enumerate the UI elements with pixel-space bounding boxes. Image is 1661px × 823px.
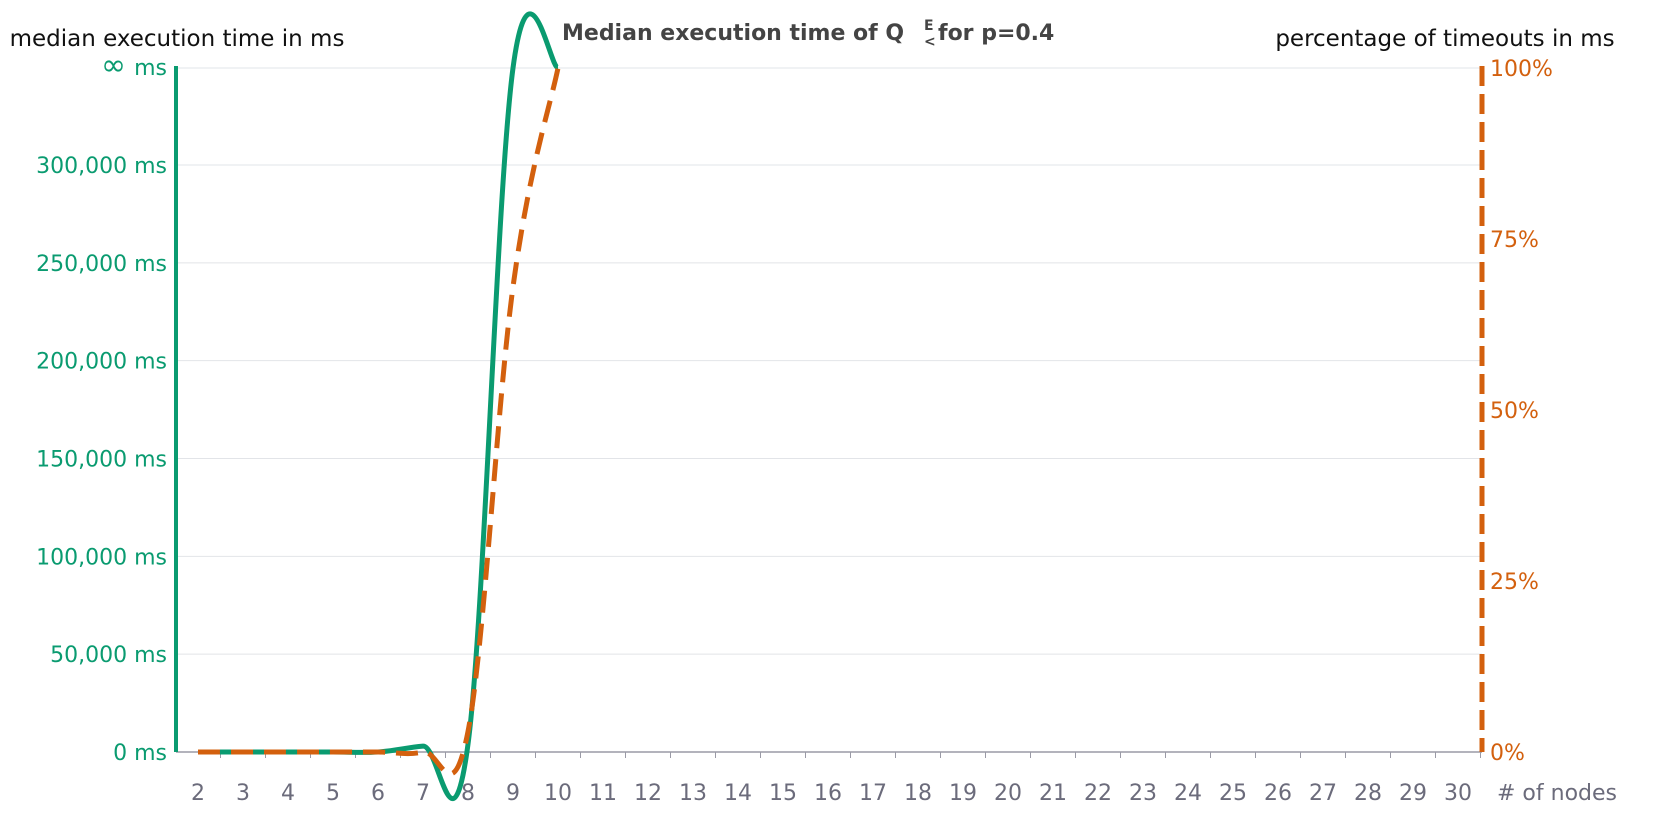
chart-title-superscript: E [924,18,934,34]
median-time-series-line [198,11,561,802]
x-tick-label: 10 [544,781,572,806]
x-tick-label: 30 [1444,781,1472,806]
x-axis: 2 3 4 5 6 7 8 9 10 11 12 13 14 15 16 17 18 19 20 21 22 23 24 25… [176,751,1482,806]
x-tick-label: 6 [371,781,385,806]
y-left-tick-label: 0 ms [113,741,167,766]
gridlines [176,67,1482,753]
chart-title-text: Median execution time of Q [562,21,904,46]
y-left-tick-label: 250,000 ms [36,252,167,277]
x-tick-label: 27 [1309,781,1337,806]
x-tick-label: 18 [904,781,932,806]
x-tick-label: 29 [1399,781,1427,806]
x-tick-label: 20 [994,781,1022,806]
x-axis-title: # of nodes [1497,781,1617,806]
y-right-tick-label: 0% [1490,741,1525,766]
x-tick-label: 14 [724,781,752,806]
y-right-tick-label: 100% [1490,57,1553,82]
x-tick-label: 8 [461,781,475,806]
x-tick-label: 13 [679,781,707,806]
x-tick-label: 11 [589,781,617,806]
y-right-tick-label: 50% [1490,399,1539,424]
x-tick-label: 25 [1219,781,1247,806]
y-right-tick-labels: 0% 25% 50% 75% 100% [1490,57,1553,766]
series-layer [197,11,561,802]
x-tick-label: 12 [634,781,662,806]
y-left-tick-labels: 0 ms 50,000 ms 100,000 ms 150,000 ms 200,000… [36,154,167,766]
chart-title: Median execution time of Q [562,21,904,46]
x-tick-label: 16 [814,781,842,806]
y-left-axis-title: median execution time in ms [10,26,345,52]
y-right-axis-title: percentage of timeouts in ms [1275,26,1614,52]
y-right-tick-label: 75% [1490,228,1539,253]
y-left-tick-label: 300,000 ms [36,154,167,179]
chart-title-subscript: < [924,34,936,50]
y-left-tick-label: 200,000 ms [36,350,167,375]
x-tick-label: 22 [1084,781,1112,806]
timeout-percentage-series-line [198,67,561,777]
x-tick-label: 28 [1354,781,1382,806]
y-right-tick-label: 25% [1490,570,1539,595]
y-left-tick-label: 150,000 ms [36,448,167,473]
x-tick-label: 5 [326,781,340,806]
x-tick-label: 26 [1264,781,1292,806]
x-tick-label: 9 [506,781,520,806]
chart-title-suffix: for p=0.4 [938,21,1054,46]
y-left-tick-infinity: ∞ ms [101,48,167,83]
x-tick-label: 21 [1039,781,1067,806]
x-tick-label: 4 [281,781,295,806]
x-tick-label: 15 [769,781,797,806]
y-left-tick-label: 100,000 ms [36,545,167,570]
x-tick-label: 7 [416,781,430,806]
x-tick-label: 2 [191,781,205,806]
x-tick-label: 17 [859,781,887,806]
x-tick-label: 23 [1129,781,1157,806]
x-tick-label: 19 [949,781,977,806]
x-tick-label: 24 [1174,781,1202,806]
x-tick-label: 3 [236,781,250,806]
y-left-tick-label: 50,000 ms [50,643,167,668]
